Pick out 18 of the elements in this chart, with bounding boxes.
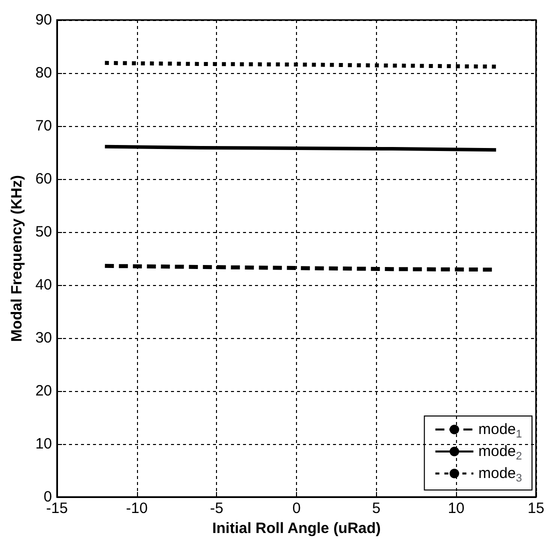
- x-tick-label: -10: [126, 500, 148, 517]
- x-tick-label: 5: [372, 500, 381, 517]
- y-tick-label: 20: [35, 382, 52, 400]
- x-tick-label: 15: [528, 500, 544, 517]
- x-tick-label: 0: [292, 500, 301, 517]
- y-tick-label: 80: [35, 64, 52, 82]
- y-tick-label: 90: [35, 12, 52, 28]
- y-tick-label: 40: [35, 276, 52, 294]
- x-tick-label: -5: [210, 500, 224, 517]
- y-tick-label: 30: [35, 330, 52, 346]
- y-axis-title: Modal Frequency (KHz): [8, 175, 26, 342]
- y-tick-label: 0: [44, 488, 52, 506]
- y-tick-label: 50: [35, 224, 52, 240]
- y-tick-label: 60: [35, 170, 52, 188]
- x-axis-title: Initial Roll Angle (uRad): [212, 520, 381, 537]
- x-tick-label: 10: [448, 500, 465, 517]
- y-tick-label: 10: [35, 436, 52, 452]
- y-tick-label: 70: [35, 118, 52, 134]
